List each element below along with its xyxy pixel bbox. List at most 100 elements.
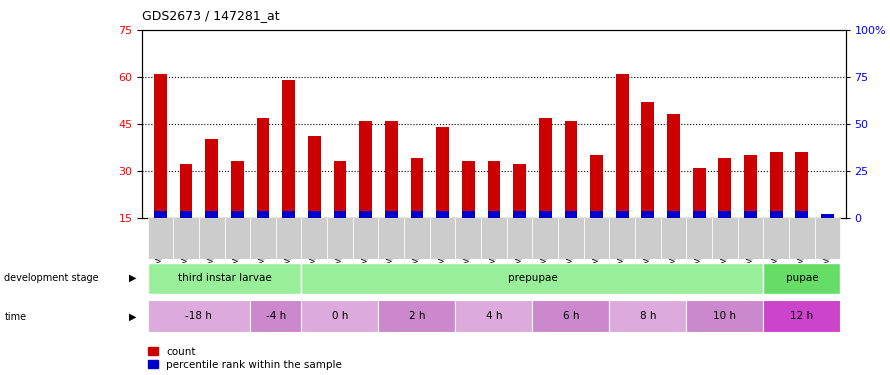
Bar bbox=[360, 121, 372, 218]
Bar bbox=[308, 136, 320, 218]
Text: GDS2673 / 147281_at: GDS2673 / 147281_at bbox=[142, 9, 280, 22]
Text: pupae: pupae bbox=[786, 273, 818, 284]
Text: ▶: ▶ bbox=[129, 312, 136, 322]
Bar bbox=[642, 102, 654, 218]
Text: ▶: ▶ bbox=[129, 273, 136, 283]
Text: third instar larvae: third instar larvae bbox=[178, 273, 271, 284]
Bar bbox=[635, 217, 660, 259]
Text: prepupae: prepupae bbox=[507, 273, 557, 284]
Bar bbox=[308, 211, 320, 217]
Bar bbox=[206, 211, 218, 217]
Bar bbox=[796, 211, 808, 217]
Bar bbox=[352, 217, 378, 259]
Bar bbox=[718, 158, 732, 218]
Bar bbox=[532, 217, 558, 259]
Bar bbox=[564, 121, 578, 218]
Bar bbox=[302, 262, 764, 294]
Text: 2 h: 2 h bbox=[409, 311, 425, 321]
Bar bbox=[198, 217, 224, 259]
Bar bbox=[660, 217, 686, 259]
Text: 0 h: 0 h bbox=[332, 311, 348, 321]
Bar bbox=[668, 114, 680, 218]
Bar bbox=[410, 158, 424, 218]
Bar bbox=[686, 217, 712, 259]
Bar bbox=[821, 214, 834, 217]
Bar bbox=[282, 80, 295, 218]
Text: 12 h: 12 h bbox=[790, 311, 813, 321]
Bar bbox=[488, 161, 500, 218]
Bar bbox=[584, 217, 610, 259]
Bar bbox=[384, 211, 398, 217]
Bar bbox=[692, 168, 706, 217]
Bar bbox=[334, 211, 346, 217]
Bar bbox=[148, 300, 250, 332]
Bar bbox=[250, 300, 302, 332]
Bar bbox=[250, 217, 276, 259]
Bar bbox=[378, 300, 456, 332]
Bar bbox=[224, 217, 250, 259]
Bar bbox=[538, 117, 552, 218]
Bar bbox=[642, 211, 654, 217]
Bar bbox=[378, 217, 404, 259]
Text: 6 h: 6 h bbox=[562, 311, 579, 321]
Bar bbox=[404, 217, 430, 259]
Bar bbox=[180, 164, 192, 218]
Bar bbox=[148, 217, 174, 259]
Bar bbox=[462, 161, 474, 218]
Bar bbox=[231, 161, 244, 218]
Bar bbox=[231, 211, 244, 217]
Bar bbox=[692, 211, 706, 217]
Bar bbox=[789, 217, 814, 259]
Text: 4 h: 4 h bbox=[486, 311, 502, 321]
Bar bbox=[481, 217, 506, 259]
Bar bbox=[514, 164, 526, 218]
Bar bbox=[410, 211, 424, 217]
Bar bbox=[770, 211, 782, 217]
Bar bbox=[256, 117, 270, 218]
Text: time: time bbox=[4, 312, 27, 322]
Bar bbox=[148, 262, 302, 294]
Bar bbox=[302, 217, 328, 259]
Bar bbox=[538, 211, 552, 217]
Bar bbox=[456, 300, 532, 332]
Bar bbox=[610, 217, 635, 259]
Bar bbox=[180, 211, 192, 217]
Bar bbox=[610, 300, 686, 332]
Bar bbox=[764, 217, 789, 259]
Bar bbox=[744, 211, 757, 217]
Bar bbox=[616, 74, 628, 217]
Text: -4 h: -4 h bbox=[266, 311, 286, 321]
Legend: count, percentile rank within the sample: count, percentile rank within the sample bbox=[148, 346, 343, 370]
Bar bbox=[436, 211, 449, 217]
Bar bbox=[514, 211, 526, 217]
Bar bbox=[488, 211, 500, 217]
Bar bbox=[668, 211, 680, 217]
Bar bbox=[384, 121, 398, 218]
Text: 8 h: 8 h bbox=[640, 311, 656, 321]
Bar bbox=[532, 300, 610, 332]
Bar bbox=[770, 152, 782, 217]
Bar bbox=[456, 217, 481, 259]
Bar bbox=[436, 127, 449, 218]
Bar bbox=[154, 74, 166, 217]
Bar bbox=[302, 300, 378, 332]
Bar bbox=[718, 211, 732, 217]
Bar bbox=[206, 140, 218, 218]
Bar bbox=[764, 300, 840, 332]
Bar bbox=[558, 217, 584, 259]
Bar bbox=[744, 155, 757, 218]
Text: -18 h: -18 h bbox=[185, 311, 213, 321]
Bar bbox=[360, 211, 372, 217]
Bar bbox=[282, 211, 295, 217]
Bar bbox=[174, 217, 198, 259]
Bar bbox=[616, 211, 628, 217]
Bar bbox=[738, 217, 764, 259]
Bar bbox=[462, 211, 474, 217]
Bar bbox=[712, 217, 738, 259]
Bar bbox=[430, 217, 456, 259]
Bar bbox=[590, 155, 603, 218]
Bar bbox=[796, 152, 808, 217]
Bar bbox=[764, 262, 840, 294]
Bar bbox=[256, 211, 270, 217]
Bar bbox=[276, 217, 302, 259]
